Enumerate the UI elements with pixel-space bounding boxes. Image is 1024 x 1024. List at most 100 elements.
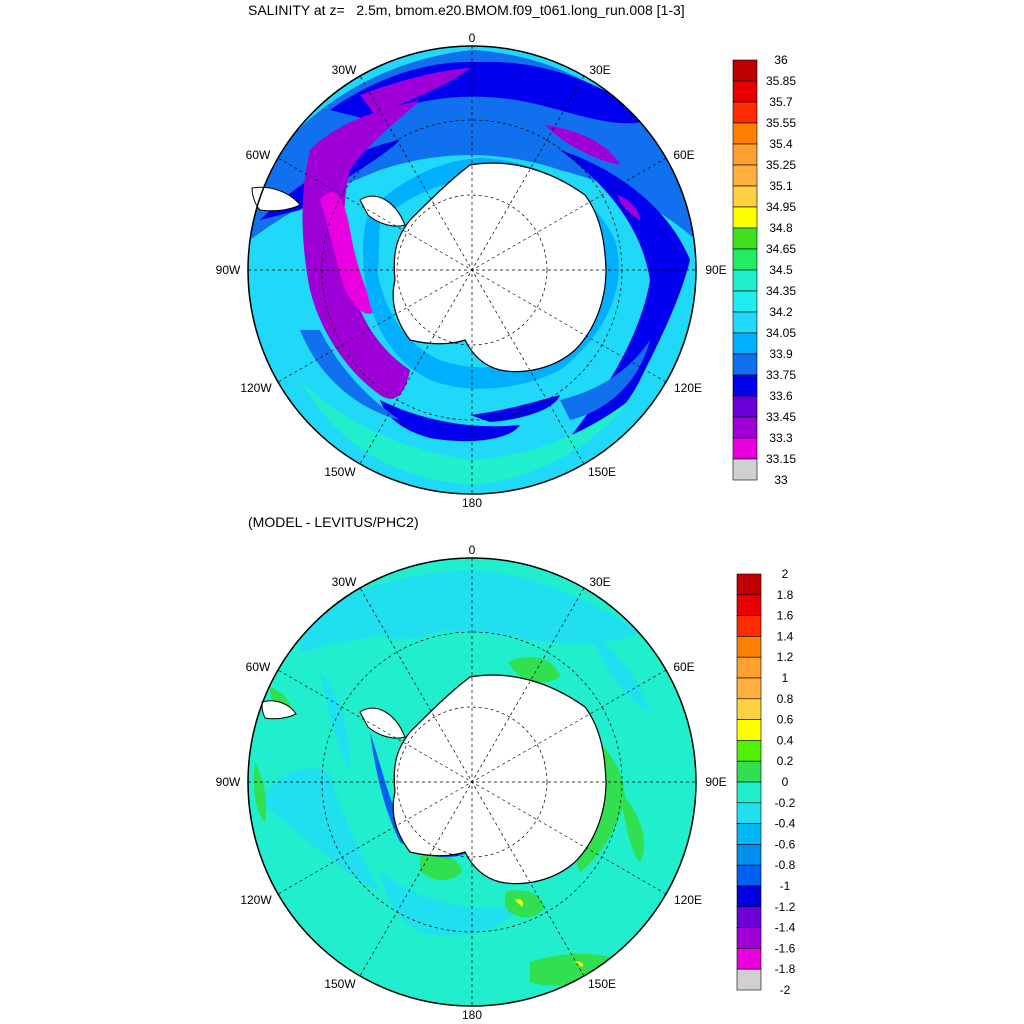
colorbar-swatch xyxy=(732,416,758,439)
lon-label: 0 xyxy=(469,31,476,45)
colorbar-tick-label: 34.8 xyxy=(769,221,793,235)
colorbar-tick-label: 1.8 xyxy=(777,588,794,602)
colorbar-swatch xyxy=(736,740,762,762)
colorbar-swatch xyxy=(736,968,762,991)
colorbar-swatch xyxy=(736,864,762,887)
lon-label: 150E xyxy=(588,977,616,991)
colorbar-tick-label: 35.7 xyxy=(769,95,793,109)
colorbar-tick-label: -2 xyxy=(780,983,791,997)
colorbar-tick-label: 34.2 xyxy=(769,305,793,319)
lon-label: 120W xyxy=(240,893,272,907)
top-panel-title: SALINITY at z= 2.5m, bmom.e20.BMOM.f09_t… xyxy=(248,2,685,18)
colorbar-tick-label: 34.5 xyxy=(769,263,793,277)
lon-label: 0 xyxy=(469,543,476,557)
colorbar-tick-label: 33.45 xyxy=(766,410,796,424)
colorbar-tick-label: 33.6 xyxy=(769,389,793,403)
lon-label: 90E xyxy=(705,775,726,789)
colorbar-swatch xyxy=(732,59,758,82)
colorbar-swatch xyxy=(736,719,762,741)
colorbar-tick-label: 33.9 xyxy=(769,347,793,361)
colorbar-swatch xyxy=(732,290,758,313)
lon-label: 150W xyxy=(324,465,356,479)
map-boundary xyxy=(247,45,697,495)
colorbar-tick-label: 35.25 xyxy=(766,158,796,172)
colorbar-tick-label: -1.6 xyxy=(775,941,796,955)
south-america-tip xyxy=(251,186,301,212)
colorbar-swatch xyxy=(732,332,758,355)
colorbar-swatch xyxy=(732,437,758,460)
lon-label: 30W xyxy=(332,63,357,77)
colorbar-tick-label: -0.4 xyxy=(775,817,796,831)
lon-label: 60E xyxy=(673,660,694,674)
colorbar-swatch xyxy=(732,206,758,229)
lon-label: 30E xyxy=(589,575,610,589)
lon-label: 60W xyxy=(246,660,271,674)
colorbar-swatch xyxy=(736,781,762,804)
colorbar-tick-label: 0.2 xyxy=(777,754,794,768)
colorbar-swatch xyxy=(732,269,758,292)
lon-label: 30W xyxy=(332,575,357,589)
lon-label: 120W xyxy=(240,381,272,395)
colorbar-tick-label: 2 xyxy=(782,567,789,581)
colorbar-swatch xyxy=(736,636,762,658)
colorbar-swatch xyxy=(732,395,758,418)
colorbar-tick-label: 35.55 xyxy=(766,116,796,130)
lon-label: 120E xyxy=(674,893,702,907)
lon-label: 90W xyxy=(216,775,241,789)
colorbar-tick-label: 0.4 xyxy=(777,733,794,747)
colorbar-swatch xyxy=(736,573,762,596)
colorbar-swatch xyxy=(736,948,762,970)
lon-label: 150W xyxy=(324,977,356,991)
salinity-colorbar: 36 35.85 35.7 35.55 35.4 35.25 35.1 34.95 34.8 34… xyxy=(732,53,796,487)
lon-label: 180 xyxy=(462,1008,482,1022)
lon-label: 90W xyxy=(216,263,241,277)
colorbar-tick-label: 33 xyxy=(774,473,788,487)
colorbar-tick-label: 35.85 xyxy=(766,74,796,88)
colorbar-tick-label: 1.2 xyxy=(777,650,794,664)
colorbar-swatch xyxy=(736,656,762,679)
longitude-labels: 0 30E 60E 90E 120E 150E 180 150W 120W 90… xyxy=(216,543,727,1022)
colorbar-swatch xyxy=(736,615,762,637)
antarctica-landmass xyxy=(392,674,607,885)
colorbar-swatch xyxy=(736,677,762,700)
colorbar-swatch xyxy=(732,185,758,208)
colorbar-swatch xyxy=(732,164,758,187)
colorbar-tick-label: 35.1 xyxy=(769,179,793,193)
salinity-map-panel: 0 30E 60E 90E 120E 150E 180 150W 120W 90… xyxy=(216,31,797,510)
colorbar-swatch xyxy=(732,311,758,334)
colorbar-swatch xyxy=(736,802,762,824)
colorbar-swatch xyxy=(732,122,758,145)
graticule xyxy=(248,46,696,494)
lon-label: 150E xyxy=(588,465,616,479)
lon-label: 120E xyxy=(674,381,702,395)
colorbar-tick-label: 1.6 xyxy=(777,609,794,623)
colorbar-swatch xyxy=(732,227,758,250)
lon-label: 30E xyxy=(589,63,610,77)
colorbar-tick-label: 36 xyxy=(774,53,788,67)
colorbar-swatch xyxy=(736,844,762,866)
lon-label: 60W xyxy=(246,148,271,162)
colorbar-swatch xyxy=(736,906,762,928)
colorbar-tick-label: 0.8 xyxy=(777,692,794,706)
colorbar-tick-label: -1.2 xyxy=(775,900,796,914)
colorbar-swatch xyxy=(732,80,758,103)
colorbar-tick-label: 0.6 xyxy=(777,713,794,727)
colorbar-swatch xyxy=(736,823,762,845)
difference-map-panel: 0 30E 60E 90E 120E 150E 180 150W 120W 90… xyxy=(216,543,796,1022)
colorbar-tick-label: -1.4 xyxy=(775,921,796,935)
south-america-tip xyxy=(261,700,297,720)
colorbar-tick-label: -1.8 xyxy=(775,962,796,976)
longitude-labels: 0 30E 60E 90E 120E 150E 180 150W 120W 90… xyxy=(216,31,727,510)
bottom-panel-title: (MODEL - LEVITUS/PHC2) xyxy=(248,514,419,530)
graticule xyxy=(248,558,696,1006)
colorbar-tick-label: 33.3 xyxy=(769,431,793,445)
colorbar-tick-label: 33.15 xyxy=(766,452,796,466)
colorbar-swatch xyxy=(736,760,762,783)
lon-label: 90E xyxy=(705,263,726,277)
colorbar-tick-label: 33.75 xyxy=(766,368,796,382)
colorbar-swatch xyxy=(732,143,758,166)
colorbar-swatch xyxy=(732,374,758,397)
colorbar-swatch xyxy=(732,353,758,376)
colorbar-swatch xyxy=(736,594,762,616)
colorbar-tick-label: 34.65 xyxy=(766,242,796,256)
